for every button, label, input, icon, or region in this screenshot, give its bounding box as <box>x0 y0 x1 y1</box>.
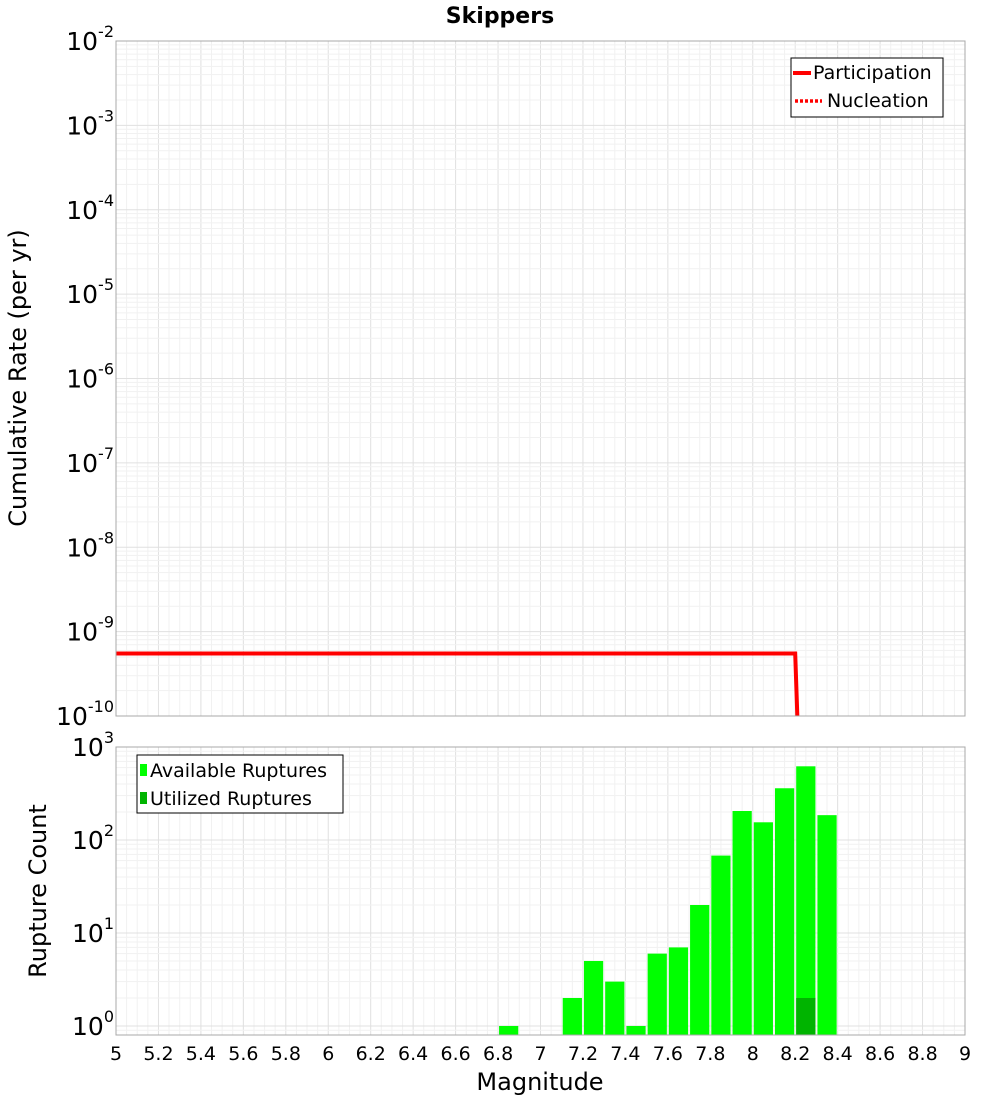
legend-label-nucleation: Nucleation <box>827 90 929 112</box>
top-legend-box <box>790 57 944 118</box>
x-tick-labels: 5 5.2 5.4 5.6 5.8 6 6.2 6.4 6.6 6.8 7 7.2 7.4 7.6 7.8 8… <box>110 1043 971 1065</box>
bar-available-8.05 <box>753 822 773 1035</box>
top-series <box>116 651 800 717</box>
bottom-panel: 100 101 102 103 5 5.2 5.4 5.6 5.8 6 6.2 6.4 6.6 6.8 7… <box>24 728 971 1096</box>
top-y-axis-label: Cumulative Rate (per yr) <box>4 229 32 527</box>
bottom-plot-border <box>115 746 966 1036</box>
bar-available-7.65 <box>668 947 689 1035</box>
top-y-tick-label: 10-8 <box>66 528 114 562</box>
top-y-tick-label: 10-6 <box>66 360 114 394</box>
top-y-tick-labels: 10-10 10-9 10-8 10-7 10-6 10-5 10-4 10-3 10-2 <box>56 22 114 731</box>
bar-available-7.95 <box>732 811 752 1035</box>
legend-label-participation: Participation <box>813 62 932 84</box>
bottom-y-tick-label: 101 <box>72 914 114 948</box>
top-grid <box>115 41 966 717</box>
x-tick-label: 8.6 <box>865 1043 895 1065</box>
bottom-y-tick-label: 102 <box>72 821 114 855</box>
x-tick-label: 7.4 <box>610 1043 640 1065</box>
top-panel: 10-10 10-9 10-8 10-7 10-6 10-5 10-4 10-3 10-2 Cu… <box>4 22 966 731</box>
bar-available-7.25 <box>583 960 604 1035</box>
x-tick-label: 6.8 <box>483 1043 513 1065</box>
x-tick-label: 7.8 <box>695 1043 725 1065</box>
bottom-y-axis-label: Rupture Count <box>24 804 52 978</box>
x-tick-label: 7.2 <box>568 1043 598 1065</box>
top-y-tick-label: 10-2 <box>66 22 114 56</box>
bottom-legend-box <box>136 754 344 814</box>
x-tick-label: 6.2 <box>356 1043 386 1065</box>
series-line-participation <box>116 651 800 717</box>
chart-title: Skippers <box>446 4 554 29</box>
bar-available-7.15 <box>562 997 582 1035</box>
x-tick-label: 6 <box>322 1043 334 1065</box>
top-y-tick-label: 10-9 <box>66 613 114 647</box>
x-tick-label: 5.4 <box>186 1043 216 1065</box>
bar-utilized-8.25 <box>796 997 816 1035</box>
bar-available-6.85 <box>499 1025 519 1035</box>
bar-available-8.25 <box>796 766 816 1035</box>
bar-available-7.35 <box>605 981 625 1035</box>
bar-available-8.35 <box>817 815 837 1035</box>
bar-available-7.75 <box>690 904 710 1035</box>
x-tick-label: 6.6 <box>440 1043 470 1065</box>
bar-available-7.45 <box>626 1025 646 1035</box>
bar-available-7.55 <box>647 953 667 1035</box>
x-tick-label: 8.2 <box>780 1043 810 1065</box>
bar-available-8.15 <box>774 788 795 1035</box>
x-tick-label: 7 <box>534 1043 546 1065</box>
bottom-legend: Available Ruptures Utilized Ruptures <box>136 754 344 814</box>
top-plot-border <box>115 40 966 717</box>
x-axis-label: Magnitude <box>476 1068 603 1096</box>
x-tick-label: 6.4 <box>398 1043 428 1065</box>
x-tick-label: 8 <box>747 1043 759 1065</box>
x-tick-label: 9 <box>959 1043 971 1065</box>
bottom-bars <box>499 766 837 1035</box>
top-y-tick-label: 10-3 <box>66 106 114 140</box>
top-y-tick-label: 10-5 <box>66 275 114 309</box>
x-tick-label: 5.8 <box>271 1043 301 1065</box>
x-tick-label: 8.4 <box>823 1043 853 1065</box>
bar-available-7.85 <box>711 855 731 1035</box>
top-y-tick-label: 10-7 <box>66 444 114 478</box>
legend-swatch-utilized <box>140 792 147 804</box>
x-tick-label: 5.6 <box>228 1043 258 1065</box>
x-tick-label: 5 <box>110 1043 122 1065</box>
legend-label-available: Available Ruptures <box>150 760 327 782</box>
bottom-y-tick-label: 100 <box>72 1007 114 1041</box>
top-legend: Participation Nucleation <box>790 57 944 118</box>
top-y-tick-label: 10-4 <box>66 191 114 225</box>
x-tick-label: 8.8 <box>907 1043 937 1065</box>
bottom-y-tick-labels: 100 101 102 103 <box>72 728 114 1041</box>
top-y-tick-label: 10-10 <box>56 697 114 731</box>
legend-label-utilized: Utilized Ruptures <box>150 788 312 810</box>
x-tick-label: 7.6 <box>653 1043 683 1065</box>
x-tick-label: 5.2 <box>143 1043 173 1065</box>
bottom-y-tick-label: 103 <box>72 728 114 762</box>
legend-swatch-available <box>140 764 147 776</box>
